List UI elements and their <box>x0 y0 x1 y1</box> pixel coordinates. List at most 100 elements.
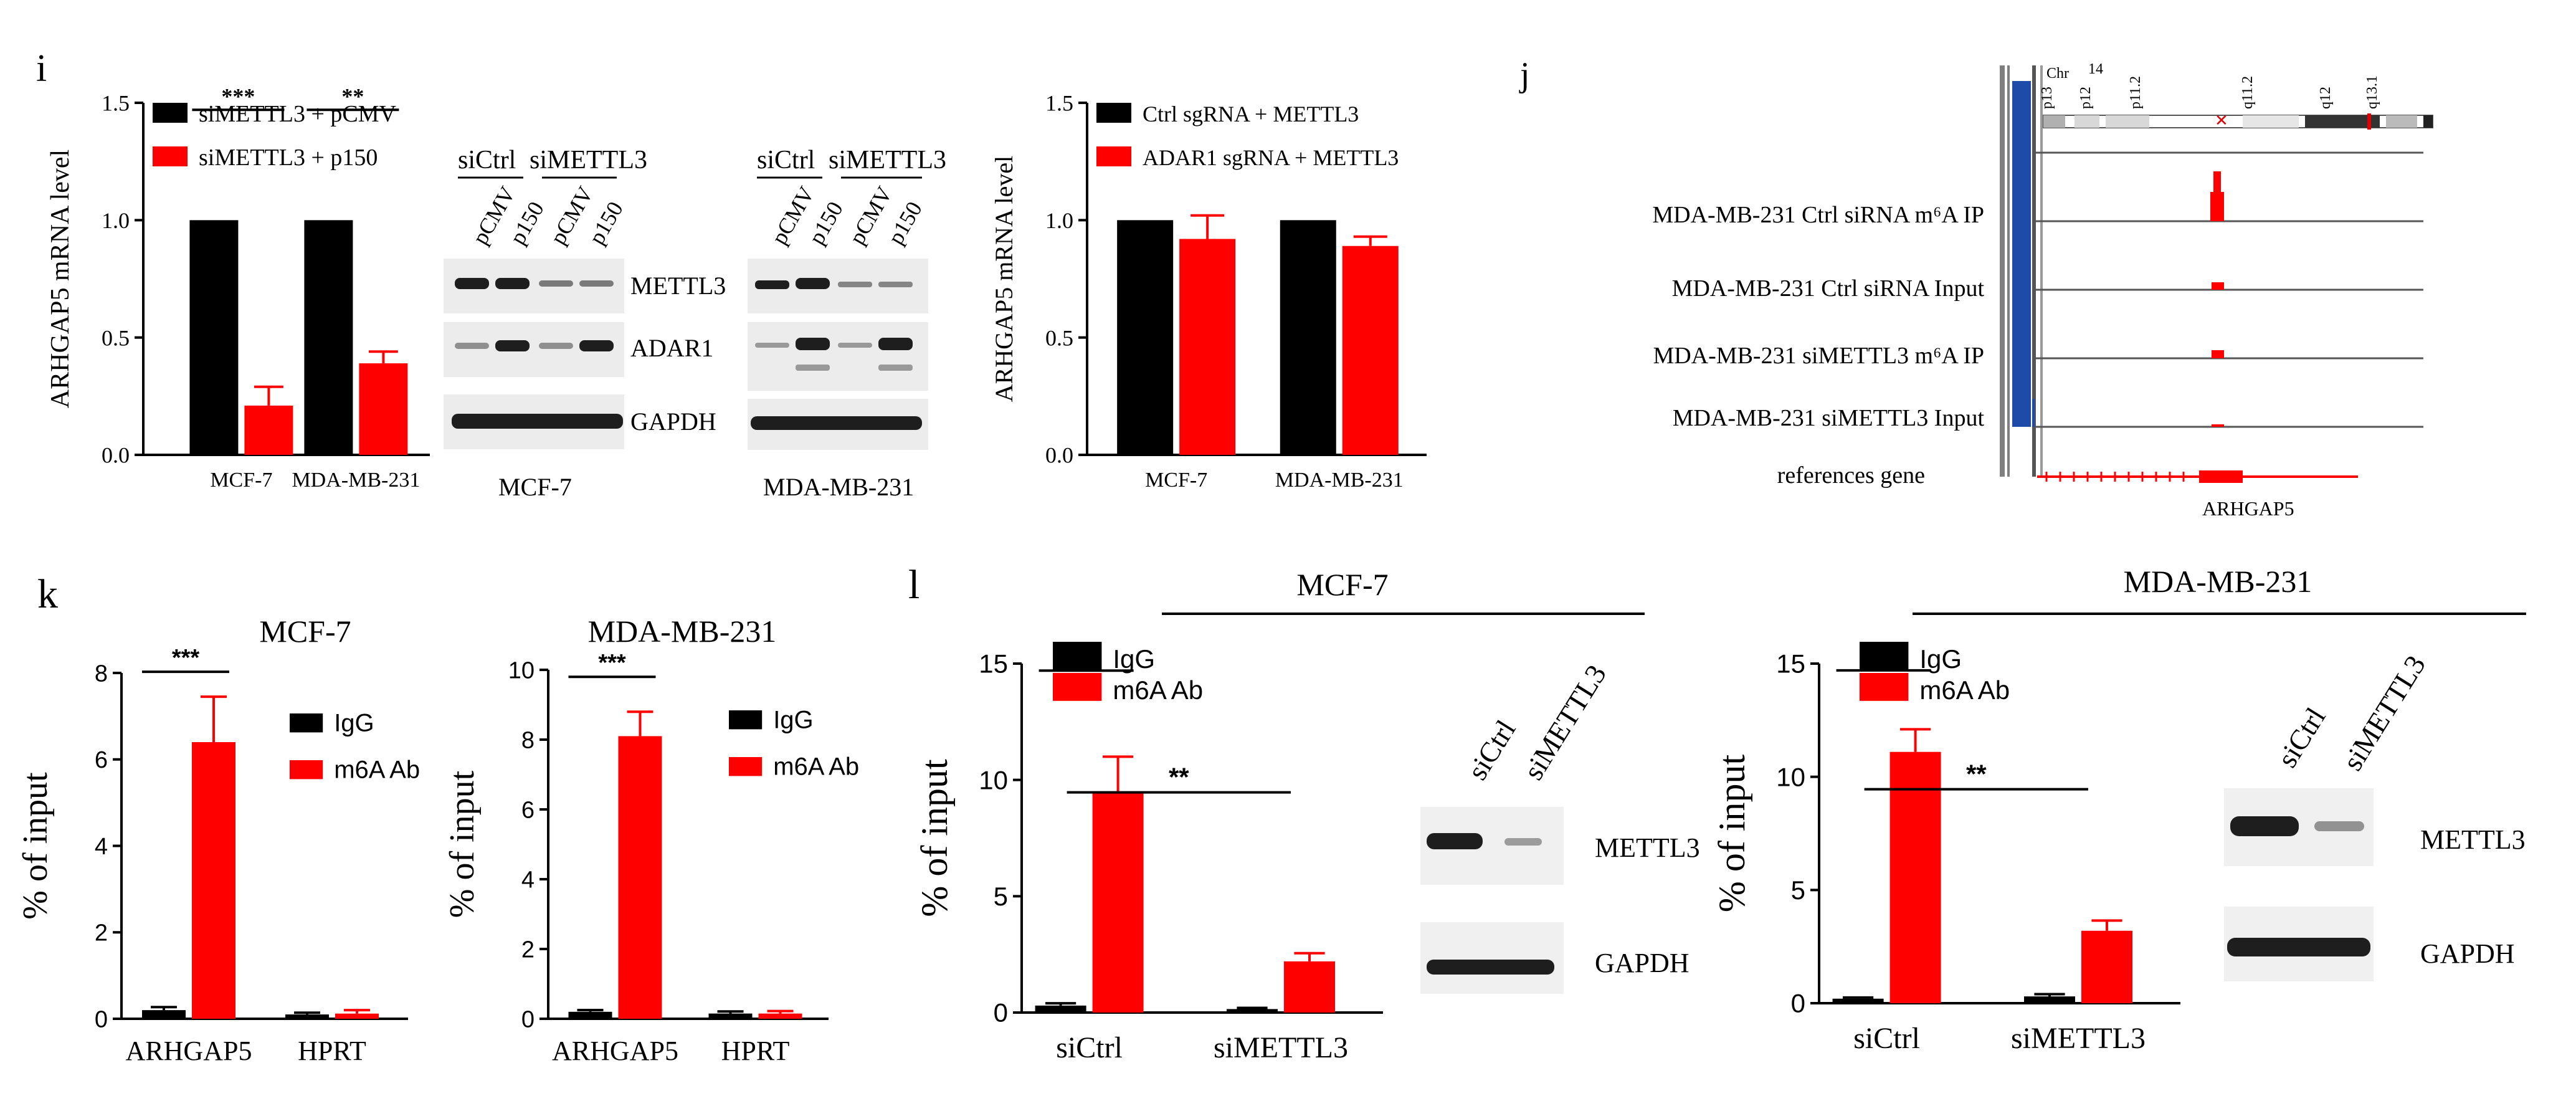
blot-row-label: METTL3 <box>2420 824 2526 855</box>
blot-lane-label: siCtrl <box>1461 715 1521 786</box>
y-tick-label: 0.5 <box>102 325 130 350</box>
x-tick-label: MCF-7 <box>1145 469 1207 492</box>
legend-label: IgG <box>1919 644 1962 674</box>
signal-peak <box>2213 171 2221 196</box>
y-tick-label: 1.5 <box>102 91 130 116</box>
panel-l-title-mda: MDA-MB-231 <box>2124 564 2312 599</box>
y-tick-label: 4 <box>95 834 108 860</box>
blot-cell-line-label: MCF-7 <box>498 473 572 501</box>
y-tick-label: 0 <box>521 1006 535 1032</box>
x-tick-label: siCtrl <box>1056 1031 1123 1064</box>
blot-group-label: siMETTL3 <box>530 146 647 174</box>
y-tick-label: 15 <box>979 649 1008 679</box>
y-tick-label: 6 <box>521 797 535 823</box>
blot-lane-label: siCtrl <box>2271 702 2331 773</box>
legend-swatch <box>290 713 323 733</box>
x-tick-label: MDA-MB-231 <box>1275 469 1404 492</box>
legend-label: IgG <box>773 707 813 734</box>
legend-swatch <box>1860 642 1909 670</box>
chart-title: MCF-7 <box>259 614 351 649</box>
blot-row-label: METTL3 <box>630 272 726 300</box>
bar <box>335 1013 379 1019</box>
bar <box>618 736 662 1019</box>
bar <box>758 1013 802 1019</box>
x-tick-label: HPRT <box>721 1036 790 1066</box>
blot-i-mcf7: siCtrl siMETTL3 pCMV p150 pCMV p150 METT… <box>444 146 726 501</box>
signal-peak <box>2212 282 2224 290</box>
bar <box>304 220 353 455</box>
blot-group-label: siCtrl <box>757 146 815 174</box>
chart-k-mda: 0 2 4 6 8 10 % of input MDA-MB-231 ARHGAP5 HPRT **… <box>443 614 859 1066</box>
bar <box>359 363 408 455</box>
blot-row-label: GAPDH <box>630 408 716 436</box>
x-tick-label: ARHGAP5 <box>126 1036 252 1066</box>
bar <box>1280 220 1336 455</box>
ideogram-label: Chr <box>2046 65 2069 82</box>
bar <box>285 1014 329 1019</box>
legend-swatch <box>729 710 763 730</box>
y-tick-label: 1.5 <box>1045 91 1073 116</box>
legend-label: siMETTL3 + p150 <box>199 145 378 171</box>
significance-label: *** <box>172 645 200 671</box>
bar <box>1092 791 1144 1013</box>
y-axis-label: % of input <box>443 770 482 918</box>
x-tick-label: siMETTL3 <box>1214 1031 1348 1064</box>
legend-swatch <box>729 757 763 776</box>
y-axis-label: % of input <box>1711 755 1752 913</box>
y-tick-label: 0.0 <box>102 443 130 468</box>
legend-label: m6A Ab <box>1919 675 2010 705</box>
bar <box>142 1010 186 1019</box>
y-tick-label: 15 <box>1776 649 1805 679</box>
panel-letter-i: i <box>36 47 47 90</box>
bar <box>1284 961 1335 1013</box>
blot-cell-line-label: MDA-MB-231 <box>763 473 914 501</box>
legend-label: IgG <box>1113 644 1155 674</box>
x-tick-label: siMETTL3 <box>2011 1022 2146 1055</box>
y-axis-label: % of input <box>914 759 955 917</box>
y-tick-label: 2 <box>95 920 108 946</box>
y-tick-label: 1.0 <box>1045 208 1073 233</box>
significance-label: ** <box>1966 760 1987 789</box>
bar <box>1035 1005 1086 1013</box>
signal-peak <box>2212 350 2224 358</box>
legend-swatch <box>1096 103 1131 123</box>
signal-peak <box>2212 424 2224 427</box>
ideogram-label: p12 <box>2078 87 2094 109</box>
legend-label: ADAR1 sgRNA + METTL3 <box>1143 145 1399 170</box>
y-tick-label: 6 <box>95 747 108 773</box>
blot-row-label: ADAR1 <box>630 334 713 362</box>
y-tick-label: 5 <box>1791 875 1805 905</box>
blot-l-mda: siCtrl siMETTL3 METTL3 GAPDH <box>2224 650 2526 981</box>
legend-swatch <box>1053 673 1102 701</box>
y-tick-label: 10 <box>1776 762 1805 791</box>
legend-swatch <box>1096 146 1131 166</box>
legend-label: m6A Ab <box>334 756 420 784</box>
y-tick-label: 10 <box>508 657 535 684</box>
legend-label: Ctrl sgRNA + METTL3 <box>1143 102 1359 126</box>
chart-i-adar1-sgrna: 0.0 0.5 1.0 1.5 ARHGAP5 mRNA level MCF-7 MDA-M… <box>990 91 1427 492</box>
track-label: MDA-MB-231 Ctrl siRNA Input <box>1672 275 1985 302</box>
blot-i-mda: siCtrl siMETTL3 pCMV p150 pCMV p150 MDA-… <box>748 146 946 501</box>
legend-swatch <box>290 760 323 780</box>
y-axis-label: ARHGAP5 mRNA level <box>990 156 1018 403</box>
y-axis-label: % of input <box>16 772 55 920</box>
legend-swatch <box>153 103 188 123</box>
x-tick-label: HPRT <box>298 1036 366 1066</box>
significance-label: ** <box>341 83 364 108</box>
legend-swatch <box>153 146 188 166</box>
y-tick-label: 2 <box>521 937 535 963</box>
panel-letter-l: l <box>908 562 920 608</box>
panel-letter-k: k <box>37 571 58 617</box>
bar <box>1889 751 1941 1003</box>
blot-row-label: GAPDH <box>1595 948 1690 978</box>
gene-name: ARHGAP5 <box>2202 497 2294 520</box>
bar <box>2081 930 2132 1003</box>
y-tick-label: 0 <box>1791 989 1805 1018</box>
blot-lane-label: siMETTL3 <box>1517 659 1612 786</box>
y-tick-label: 10 <box>979 765 1008 794</box>
legend-swatch <box>1053 642 1102 670</box>
ideogram-label: p13 <box>2039 87 2055 109</box>
bar <box>568 1011 612 1019</box>
bar <box>1227 1009 1278 1013</box>
